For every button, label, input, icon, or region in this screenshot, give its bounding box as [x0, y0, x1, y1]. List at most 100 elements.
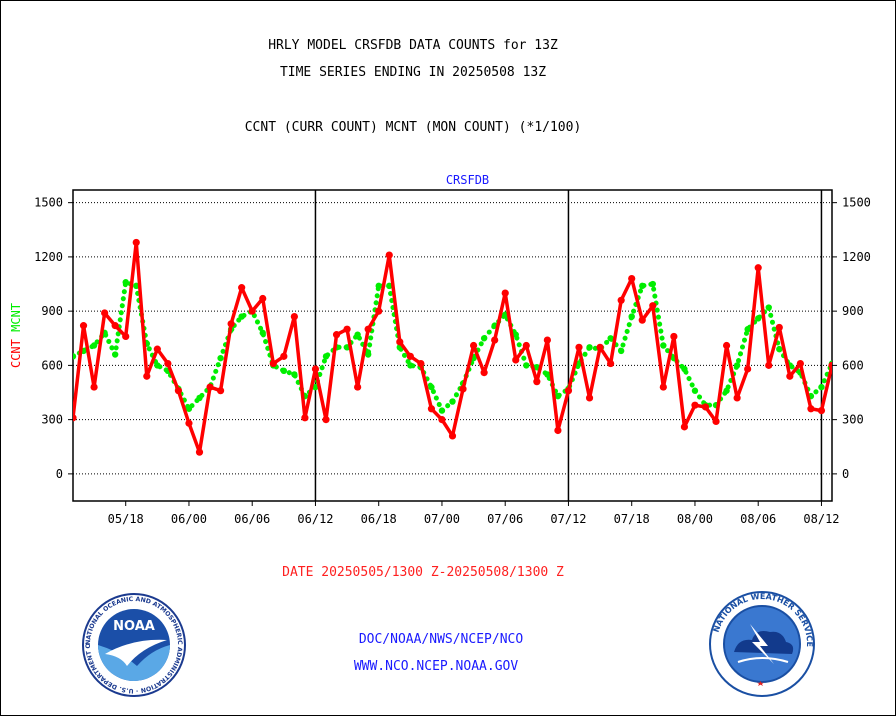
x-tick-label: 06/12 — [297, 512, 333, 526]
ccnt-point — [227, 320, 235, 328]
ccnt-point — [343, 325, 351, 333]
x-tick-label: 06/06 — [234, 512, 270, 526]
mcnt-point — [428, 383, 435, 391]
ccnt-point — [480, 369, 488, 377]
mcnt-point — [238, 313, 245, 320]
ccnt-point — [111, 322, 119, 330]
noaa-logo: NOAA NATIONAL OCEANIC AND ATMOSPHERIC AD… — [78, 587, 187, 698]
mcnt-point — [744, 326, 751, 333]
x-tick-label: 07/12 — [550, 512, 586, 526]
ccnt-point — [670, 332, 678, 341]
ccnt-point — [396, 338, 404, 346]
ccnt-point — [132, 238, 140, 247]
ccnt-point — [607, 359, 615, 368]
ccnt-point — [438, 416, 446, 424]
ccnt-point — [206, 383, 214, 391]
y-tick-label-right: 1200 — [842, 250, 871, 264]
mcnt-point — [259, 329, 266, 337]
mcnt-point — [554, 392, 562, 400]
ccnt-point — [786, 372, 794, 380]
y-tick-label-left: 1200 — [34, 250, 63, 264]
mcnt-point — [586, 344, 593, 351]
x-tick-label: 08/00 — [677, 512, 713, 526]
ccnt-point — [722, 341, 731, 350]
ccnt-point — [164, 359, 172, 368]
mcnt-point — [73, 353, 77, 360]
ccnt-point — [311, 365, 320, 373]
mcnt-point — [322, 353, 330, 360]
ccnt-point — [491, 336, 499, 344]
ccnt-point — [585, 394, 594, 402]
y-tick-label-right: 0 — [842, 467, 849, 481]
mcnt-point — [628, 313, 635, 320]
y-tick-label-left: 600 — [41, 358, 63, 372]
ccnt-point — [712, 417, 720, 426]
mcnt-point — [480, 335, 488, 342]
ccnt-point — [617, 296, 625, 304]
org-label: DOC/NOAA/NWS/NCEP/NCO — [358, 632, 524, 647]
mcnt-point — [386, 282, 393, 290]
ccnt-point — [448, 432, 457, 440]
ccnt-point — [406, 352, 414, 360]
date-range-label: DATE 20250505/1300 Z-20250508/1300 Z — [282, 565, 564, 580]
y-axis-label: CCNT MCNT — [9, 303, 23, 368]
ccnt-point — [469, 341, 478, 350]
ccnt-point — [248, 307, 256, 315]
ccnt-point — [628, 274, 636, 283]
ccnt-point — [680, 423, 689, 431]
mcnt-point — [755, 315, 762, 322]
mcnt-point — [122, 279, 129, 286]
chart-subtitle: CCNT (CURR COUNT) MCNT (MON COUNT) (*1/1… — [244, 120, 582, 135]
mcnt-point — [111, 351, 119, 358]
ccnt-point — [90, 383, 98, 391]
ccnt-point — [543, 336, 551, 344]
mcnt-point — [691, 387, 699, 394]
ccnt-point — [427, 405, 436, 413]
ccnt-point — [828, 361, 832, 369]
mcnt-point — [196, 394, 203, 402]
y-tick-label-left: 1500 — [34, 196, 63, 210]
ccnt-point — [259, 294, 267, 303]
mcnt-point — [649, 280, 656, 288]
mcnt-point — [733, 362, 741, 369]
noaa-wordmark: NOAA — [113, 619, 155, 634]
ccnt-point — [796, 359, 804, 368]
ccnt-point — [238, 284, 246, 292]
ccnt-point — [101, 309, 109, 317]
plot-area — [72, 189, 833, 502]
mcnt-point — [364, 351, 372, 358]
y-tick-label-right: 300 — [842, 413, 864, 427]
mcnt-point — [512, 331, 519, 338]
ccnt-point — [385, 251, 393, 259]
ccnt-point — [332, 331, 341, 339]
ccnt-point — [691, 401, 699, 409]
y-tick-label-right: 900 — [842, 304, 864, 318]
ccnt-point — [375, 307, 383, 315]
ccnt-point — [575, 343, 583, 351]
chart-title-line2: TIME SERIES ENDING IN 20250508 13Z — [279, 65, 547, 80]
mcnt-point — [407, 362, 414, 369]
mcnt-point — [375, 282, 382, 290]
ccnt-point — [122, 332, 130, 341]
ccnt-point — [744, 365, 752, 373]
y-tick-label-right: 600 — [842, 358, 864, 372]
mcnt-point — [154, 362, 161, 369]
ccnt-point — [596, 343, 604, 351]
mcnt-point — [354, 331, 361, 338]
ccnt-point — [564, 387, 573, 395]
ccnt-point — [522, 341, 530, 350]
ccnt-point — [765, 361, 773, 369]
x-tick-label: 08/06 — [740, 512, 776, 526]
mcnt-point — [280, 367, 288, 375]
mcnt-line — [73, 278, 832, 415]
mcnt-point — [544, 371, 551, 378]
ccnt-point — [301, 414, 309, 422]
ccnt-point — [775, 323, 783, 332]
nws-logo: NATIONAL WEATHER SERVICE — [708, 590, 816, 698]
ccnt-point — [269, 359, 277, 368]
mcnt-point — [217, 354, 224, 362]
mcnt-point — [765, 304, 772, 311]
ccnt-point — [701, 403, 710, 411]
y-tick-label-left: 0 — [56, 467, 63, 481]
ccnt-point — [73, 414, 77, 422]
